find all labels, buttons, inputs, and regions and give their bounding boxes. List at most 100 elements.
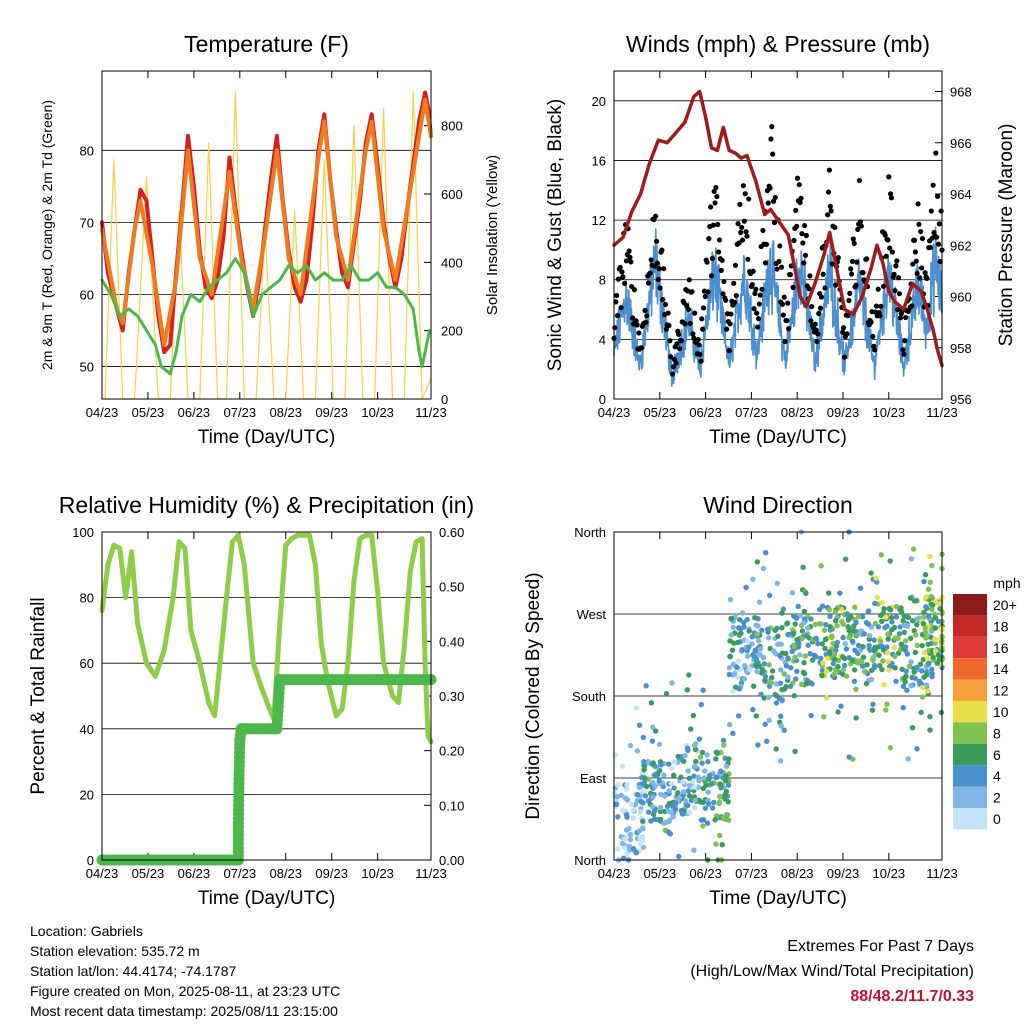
gust-point — [870, 333, 876, 340]
direction-point — [638, 841, 644, 847]
gust-point — [914, 270, 920, 277]
temperature-y-tick-label: 50 — [80, 360, 94, 375]
direction-point — [928, 593, 934, 600]
extremes-values: 88/48.2/11.7/0.33 — [850, 988, 974, 1005]
winds-title: Winds (mph) & Pressure (mb) — [626, 31, 930, 57]
gust-point — [917, 275, 923, 281]
gust-point — [754, 310, 760, 316]
gust-point — [913, 258, 919, 264]
direction-point — [640, 789, 646, 795]
gust-point — [772, 194, 778, 201]
gust-point — [888, 195, 895, 201]
gust-point — [885, 237, 891, 243]
gust-point — [742, 191, 748, 197]
direction-point — [772, 627, 778, 634]
humidity-panel: Relative Humidity (%) & Precipitation (i… — [28, 492, 474, 909]
direction-point — [614, 793, 620, 800]
direction-point — [845, 617, 852, 623]
direction-point — [622, 795, 629, 801]
gust-point — [813, 327, 819, 333]
direction-point — [678, 774, 684, 780]
direction-point — [726, 756, 732, 762]
gust-point — [663, 326, 669, 332]
direction-point — [622, 845, 628, 851]
humidity-y-tick-label: 80 — [80, 591, 94, 606]
gust-point — [654, 260, 661, 266]
gust-point — [760, 227, 766, 234]
direction-point — [924, 655, 931, 662]
direction-point — [699, 749, 706, 756]
direction-point — [720, 737, 727, 744]
direction-y-tick-label: East — [580, 771, 606, 786]
direction-point — [792, 748, 798, 755]
direction-point — [922, 629, 929, 635]
gust-point — [846, 297, 852, 304]
direction-point — [920, 656, 927, 663]
gust-point — [757, 292, 763, 298]
gust-point — [749, 282, 755, 288]
direction-point — [725, 782, 732, 788]
gust-point — [889, 249, 895, 255]
direction-point — [686, 793, 693, 799]
gust-point — [750, 268, 756, 274]
direction-point — [790, 631, 796, 637]
direction-point — [927, 553, 933, 560]
direction-point — [904, 651, 911, 657]
gust-point — [845, 312, 851, 319]
direction-point — [783, 663, 790, 669]
direction-point — [831, 651, 838, 658]
direction-point — [637, 809, 644, 815]
direction-y-tick-label: West — [577, 607, 607, 622]
direction-point — [919, 642, 925, 649]
gust-point — [665, 310, 671, 316]
speed-legend-label: 2 — [993, 790, 1001, 806]
direction-point — [766, 662, 772, 668]
gust-point — [631, 287, 637, 293]
winds-y-title: Sonic Wind & Gust (Blue, Black) — [545, 99, 566, 371]
direction-point — [805, 642, 811, 648]
gust-point — [909, 303, 915, 309]
speed-legend-swatch — [953, 636, 987, 659]
direction-point — [716, 800, 722, 807]
direction-point — [868, 676, 875, 683]
direction-point — [884, 701, 890, 707]
humidity-y-tick-label: 0 — [87, 853, 94, 868]
speed-legend-swatch — [953, 786, 987, 808]
direction-point — [632, 801, 639, 808]
direction-point — [739, 647, 745, 653]
speed-legend-swatch — [953, 658, 987, 680]
temperature-y2-tick-label: 0 — [441, 392, 448, 407]
gust-point — [856, 177, 863, 184]
direction-point — [797, 652, 803, 658]
direction-point — [718, 768, 724, 774]
direction-point — [658, 762, 664, 768]
gust-point — [698, 358, 704, 364]
direction-point — [693, 758, 699, 765]
humidity-frame — [101, 531, 432, 861]
gust-point — [695, 336, 701, 343]
direction-point — [877, 663, 883, 669]
speed-legend-swatch — [953, 679, 987, 701]
direction-point — [864, 662, 870, 668]
direction-point — [741, 662, 748, 669]
direction-point — [826, 649, 833, 655]
direction-point — [762, 677, 768, 684]
gust-point — [756, 301, 762, 307]
direction-point — [927, 714, 933, 720]
direction-point — [829, 633, 835, 639]
gust-point — [744, 233, 750, 239]
direction-point — [840, 666, 847, 673]
direction-point — [756, 651, 762, 658]
gust-point — [785, 300, 791, 306]
direction-point — [722, 791, 729, 798]
direction-point — [656, 741, 663, 747]
direction-point — [841, 662, 848, 669]
gust-point — [685, 306, 692, 313]
direction-point — [906, 663, 913, 669]
direction-point — [887, 745, 894, 751]
direction-point — [935, 652, 942, 658]
direction-point — [919, 694, 926, 700]
direction-point — [925, 641, 931, 647]
gust-point — [878, 303, 884, 309]
direction-point — [901, 613, 908, 619]
